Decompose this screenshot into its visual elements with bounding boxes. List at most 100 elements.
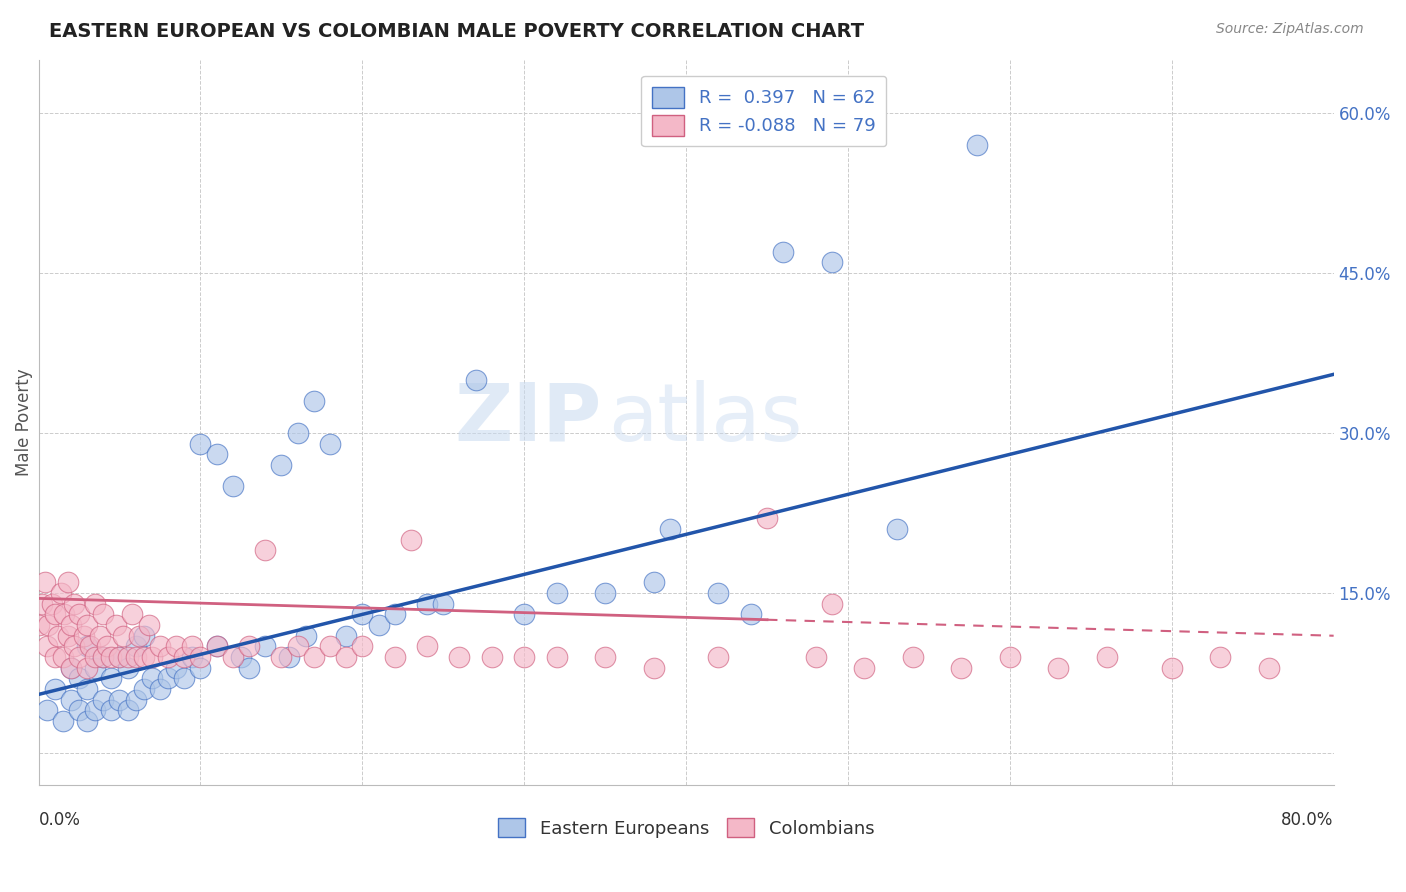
Point <box>67 650 90 665</box>
Text: 80.0%: 80.0% <box>1281 811 1334 829</box>
Point <box>125 640 148 654</box>
Point <box>1047 661 1070 675</box>
Point <box>352 640 374 654</box>
Point <box>278 650 301 665</box>
Point <box>149 682 172 697</box>
Point <box>44 650 66 665</box>
Point <box>76 640 98 654</box>
Point <box>125 650 148 665</box>
Point <box>91 650 114 665</box>
Point <box>335 650 357 665</box>
Point <box>513 650 536 665</box>
Point <box>111 629 134 643</box>
Point <box>149 640 172 654</box>
Point <box>464 373 486 387</box>
Point <box>59 661 82 675</box>
Point <box>35 703 58 717</box>
Point <box>821 255 844 269</box>
Point <box>254 640 277 654</box>
Point <box>416 640 439 654</box>
Point <box>51 586 73 600</box>
Text: ZIP: ZIP <box>454 380 602 458</box>
Point <box>707 586 730 600</box>
Point <box>772 244 794 259</box>
Point <box>96 640 118 654</box>
Point <box>121 607 143 622</box>
Point <box>56 575 79 590</box>
Point <box>643 575 665 590</box>
Point <box>76 661 98 675</box>
Point <box>84 661 107 675</box>
Point <box>108 650 131 665</box>
Point <box>756 511 779 525</box>
Point <box>886 522 908 536</box>
Point <box>59 661 82 675</box>
Point <box>91 607 114 622</box>
Point <box>270 458 292 472</box>
Legend: Eastern Europeans, Colombians: Eastern Europeans, Colombians <box>491 811 882 845</box>
Point <box>91 692 114 706</box>
Point <box>76 682 98 697</box>
Point <box>1209 650 1232 665</box>
Point <box>901 650 924 665</box>
Point <box>205 640 228 654</box>
Point <box>432 597 454 611</box>
Point <box>59 618 82 632</box>
Point <box>91 650 114 665</box>
Point <box>190 650 212 665</box>
Point <box>46 629 69 643</box>
Point <box>141 672 163 686</box>
Point <box>658 522 681 536</box>
Point <box>141 650 163 665</box>
Point <box>229 650 252 665</box>
Point <box>31 597 53 611</box>
Point <box>117 650 139 665</box>
Point <box>181 650 204 665</box>
Point <box>128 629 150 643</box>
Point <box>190 661 212 675</box>
Point <box>294 629 316 643</box>
Point <box>546 586 568 600</box>
Point <box>302 650 325 665</box>
Y-axis label: Male Poverty: Male Poverty <box>15 368 32 476</box>
Point <box>384 607 406 622</box>
Point <box>63 640 86 654</box>
Point <box>181 640 204 654</box>
Point <box>335 629 357 643</box>
Point <box>67 607 90 622</box>
Point <box>84 597 107 611</box>
Point <box>138 618 160 632</box>
Point <box>132 629 155 643</box>
Point <box>67 703 90 717</box>
Point <box>56 629 79 643</box>
Point <box>707 650 730 665</box>
Point <box>352 607 374 622</box>
Point <box>205 447 228 461</box>
Point <box>165 640 187 654</box>
Point <box>100 650 122 665</box>
Point <box>1095 650 1118 665</box>
Point <box>44 682 66 697</box>
Point <box>76 618 98 632</box>
Point <box>481 650 503 665</box>
Point <box>190 436 212 450</box>
Point <box>35 640 58 654</box>
Point <box>367 618 389 632</box>
Point <box>165 661 187 675</box>
Point <box>222 479 245 493</box>
Point <box>1257 661 1279 675</box>
Point <box>319 436 342 450</box>
Point <box>108 650 131 665</box>
Point <box>399 533 422 547</box>
Point <box>59 692 82 706</box>
Point <box>157 672 180 686</box>
Point <box>416 597 439 611</box>
Point <box>254 543 277 558</box>
Point <box>804 650 827 665</box>
Point <box>319 640 342 654</box>
Point <box>998 650 1021 665</box>
Point <box>44 607 66 622</box>
Point <box>546 650 568 665</box>
Point <box>287 425 309 440</box>
Point <box>117 703 139 717</box>
